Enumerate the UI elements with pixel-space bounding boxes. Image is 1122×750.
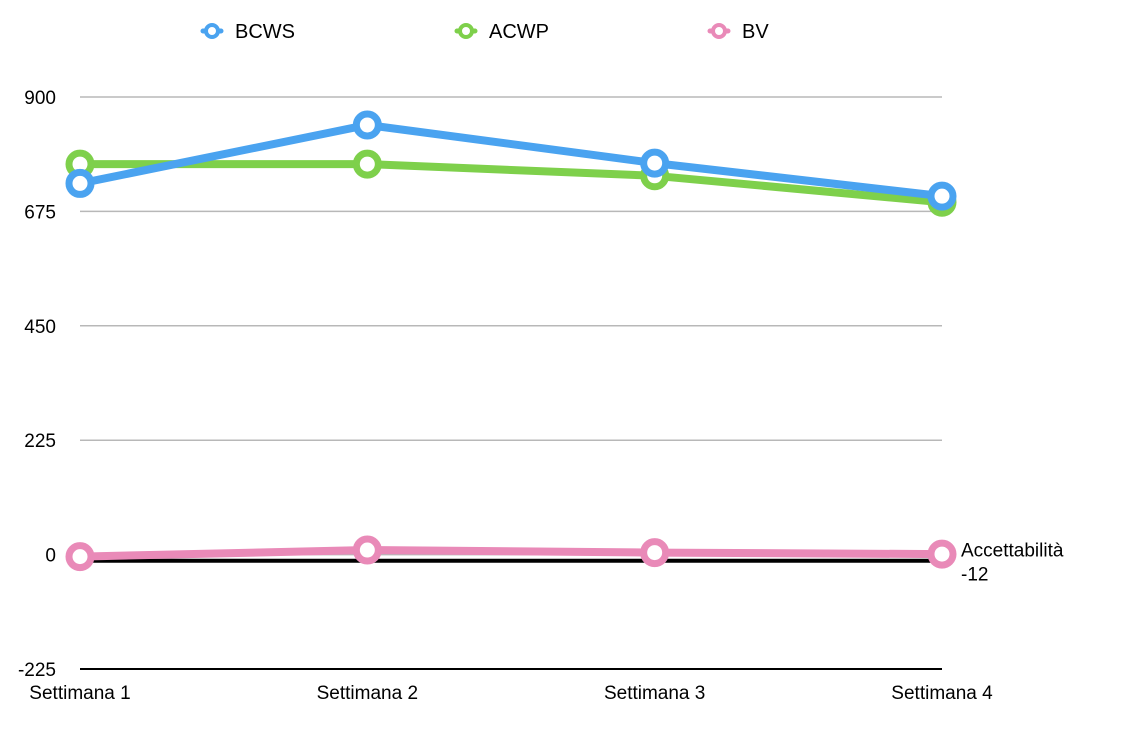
reference-value-label: -12 [961,565,988,586]
x-tick-label: Settimana 2 [317,683,418,704]
x-tick-label: Settimana 1 [29,683,130,704]
y-tick-label: 0 [45,546,56,567]
data-point-bv [640,538,670,568]
reference-label: Accettabilità [961,541,1064,562]
series-line-bv [76,546,946,561]
x-tick-label: Settimana 4 [891,683,993,704]
series-line-acwp [76,160,946,207]
series-line-bcws [76,120,946,201]
legend-label-bcws: BCWS [235,21,295,43]
data-point-bv [352,535,382,565]
data-point-bcws [640,148,670,178]
data-point-bv [65,542,95,572]
legend-marker-icon [711,23,727,39]
y-tick-label: 225 [24,431,56,452]
data-point-bcws [927,181,957,211]
data-point-bcws [65,168,95,198]
data-point-bcws [352,110,382,140]
data-point-acwp [352,149,382,179]
legend-label-acwp: ACWP [489,21,549,43]
x-tick-label: Settimana 3 [604,683,705,704]
legend-marker-icon [458,23,474,39]
y-tick-label: -225 [18,660,56,681]
y-tick-label: 900 [24,88,56,109]
data-point-bv [927,539,957,569]
y-tick-label: 675 [24,202,56,223]
legend-marker-icon [204,23,220,39]
legend-label-bv: BV [742,21,769,43]
y-tick-label: 450 [24,317,56,338]
